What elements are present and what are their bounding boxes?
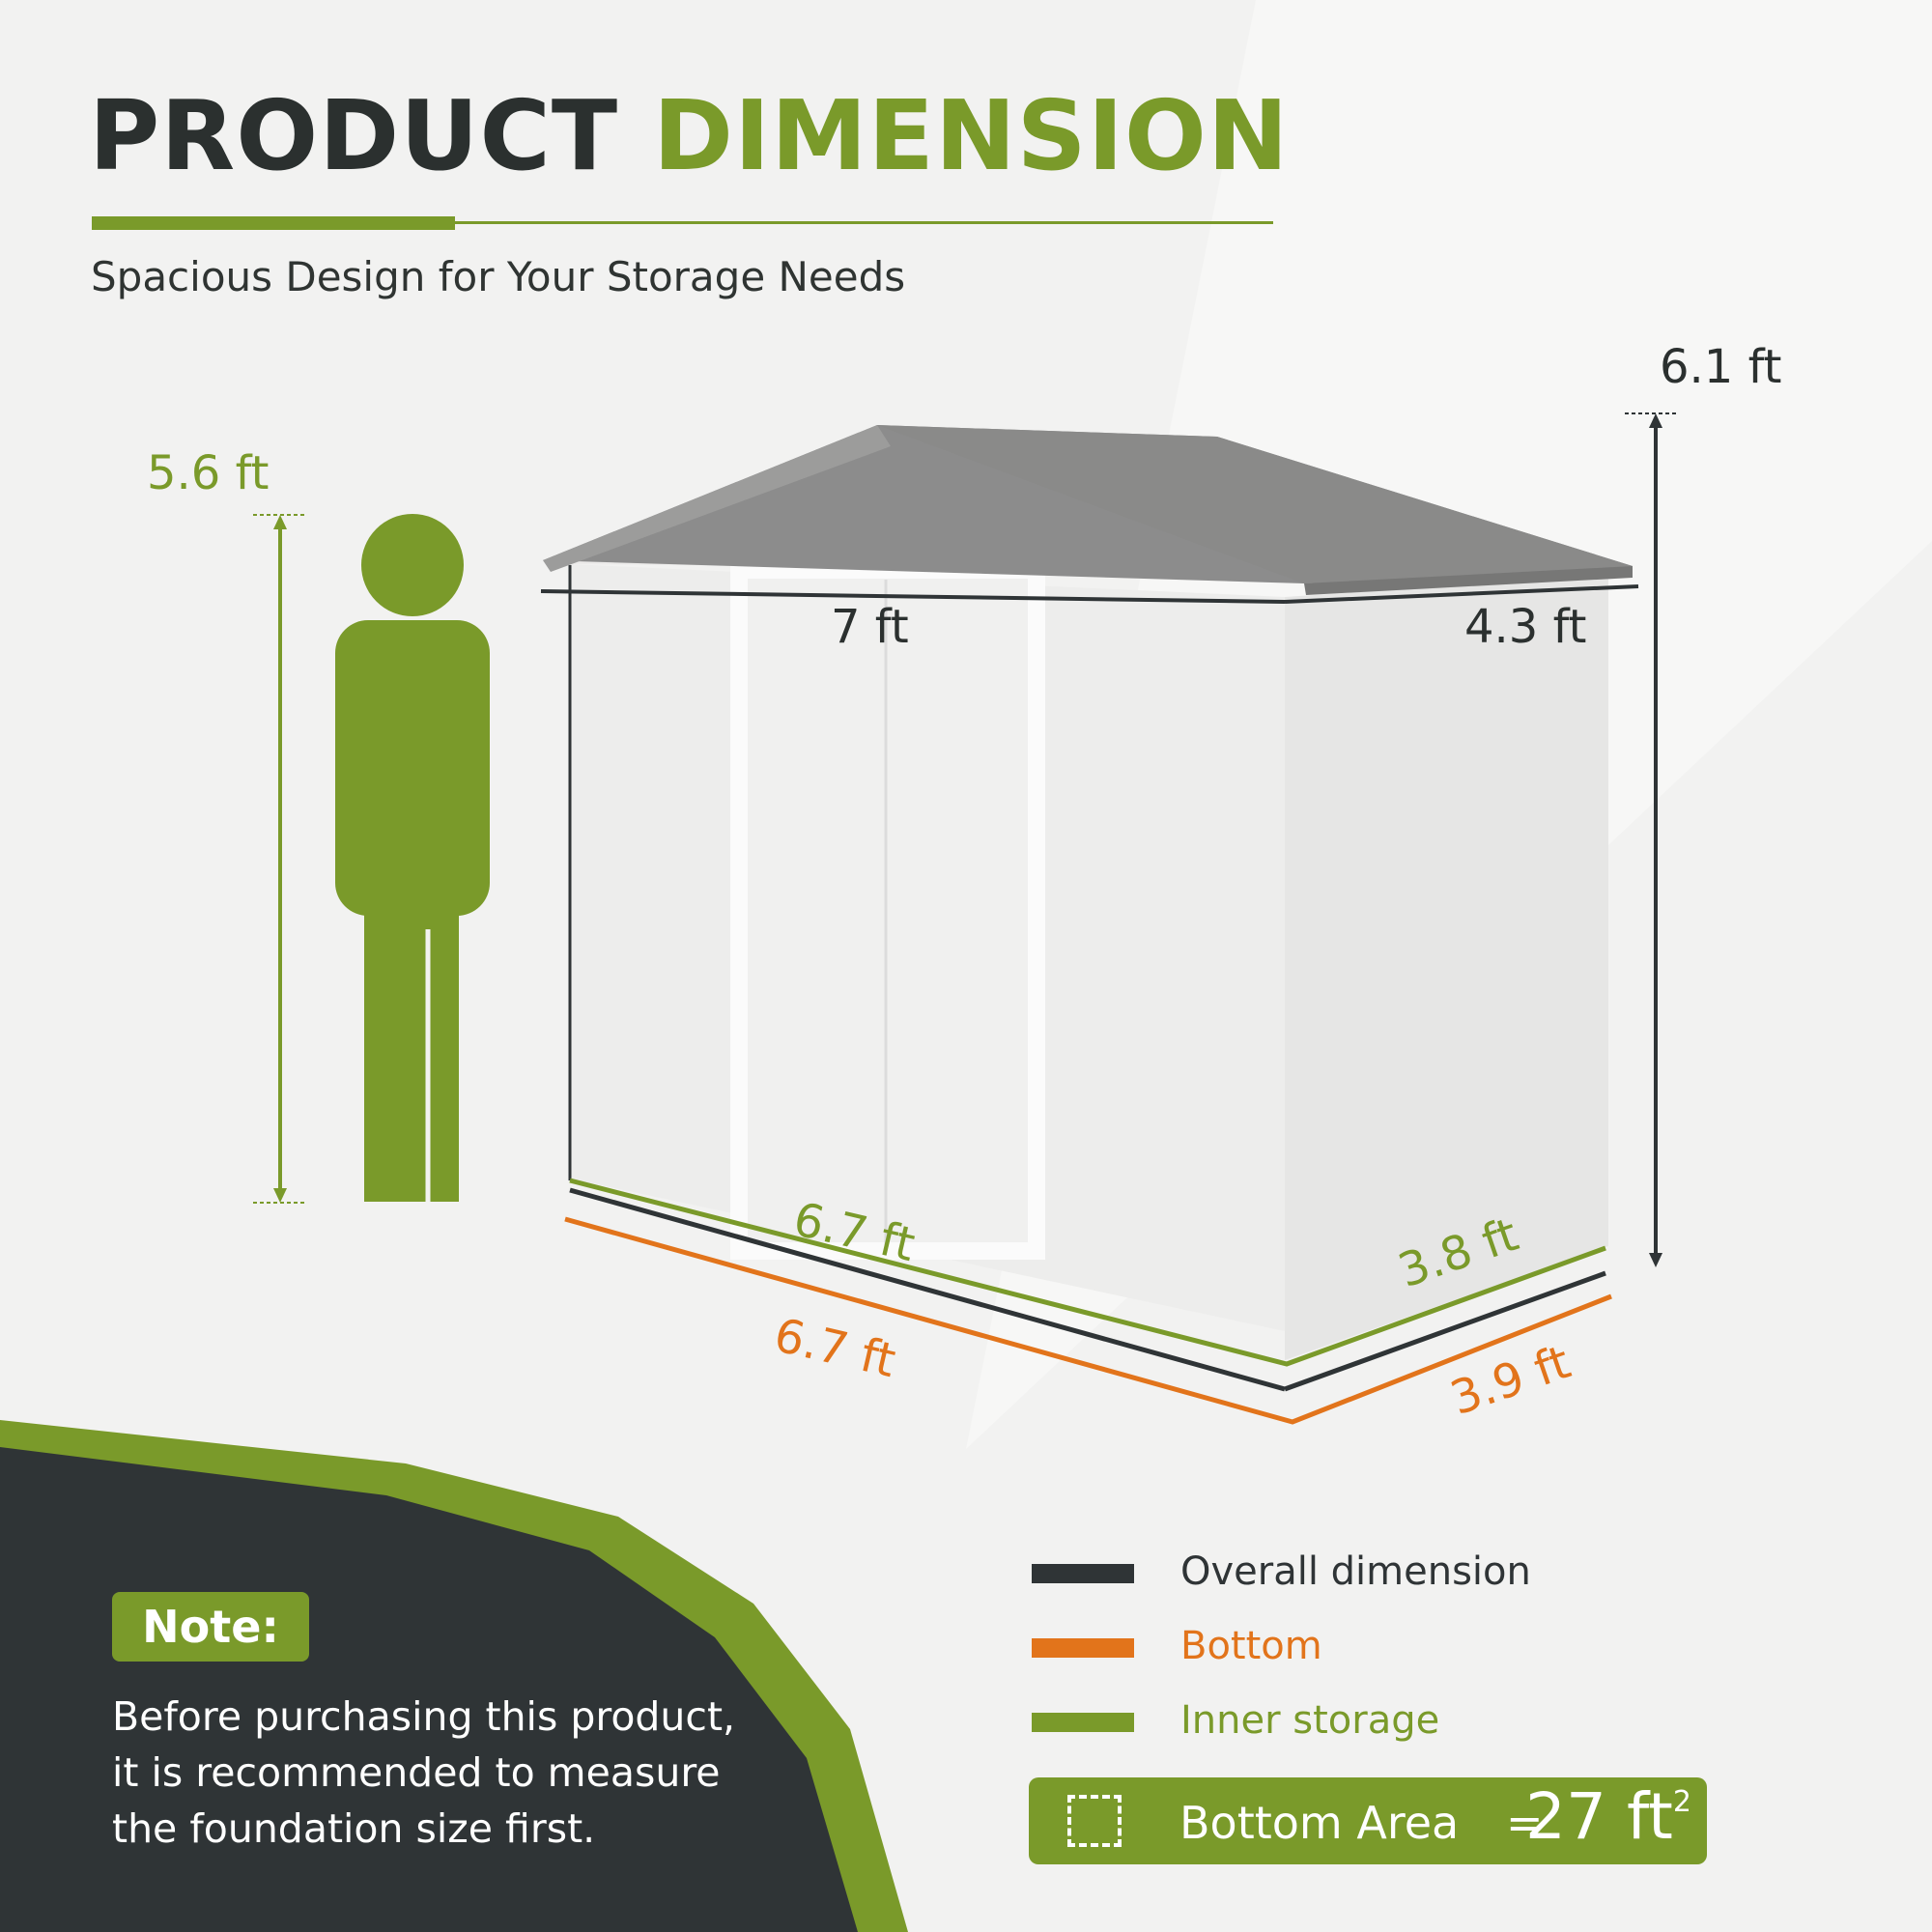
person-height-label: 5.6 ft: [147, 446, 270, 500]
overall-height-label: 6.1 ft: [1660, 340, 1782, 394]
bottom-area-number: 27 ft: [1525, 1779, 1673, 1854]
note-line: it is recommended to measure: [112, 1749, 721, 1796]
bottom-area-value: 27 ft2: [1525, 1779, 1691, 1854]
bottom-lines: [564, 1216, 1612, 1425]
bottom-area-equals: =: [1506, 1797, 1544, 1849]
note-line: the foundation size first.: [112, 1805, 596, 1852]
note-line: Before purchasing this product,: [112, 1693, 736, 1740]
person-silhouette-icon: [335, 514, 490, 1202]
page-subtitle: Spacious Design for Your Storage Needs: [91, 253, 906, 300]
page-title: PRODUCT DIMENSION: [89, 83, 1290, 189]
shed-body: [543, 425, 1633, 1360]
legend-swatch-inner: [1032, 1713, 1134, 1732]
legend-swatch-overall: [1032, 1564, 1134, 1583]
note-text: Before purchasing this product, it is re…: [112, 1689, 769, 1857]
legend-label-bottom: Bottom: [1180, 1624, 1322, 1668]
bottom-area-box: Bottom Area = 27 ft2: [1029, 1777, 1707, 1864]
bottom-area-label: Bottom Area: [1179, 1797, 1460, 1849]
person-height-arrow: [253, 514, 307, 1204]
note-badge: Note:: [112, 1592, 309, 1662]
legend-swatch-bottom: [1032, 1638, 1134, 1658]
title-underline: [92, 216, 1273, 230]
legend-label-overall: Overall dimension: [1180, 1549, 1531, 1594]
overall-depth-label: 4.3 ft: [1464, 600, 1587, 654]
dashed-square-icon: [1067, 1795, 1122, 1847]
inner-storage-lines: [569, 1178, 1606, 1367]
overall-width-label: 7 ft: [831, 600, 909, 654]
bottom-area-exponent: 2: [1672, 1785, 1692, 1819]
overall-dimension-lines: [540, 412, 1679, 1392]
title-part-product: PRODUCT: [89, 79, 619, 192]
note-panel-background: [0, 1447, 858, 1932]
title-part-dimension: DIMENSION: [652, 79, 1290, 192]
legend-label-inner: Inner storage: [1180, 1698, 1440, 1743]
